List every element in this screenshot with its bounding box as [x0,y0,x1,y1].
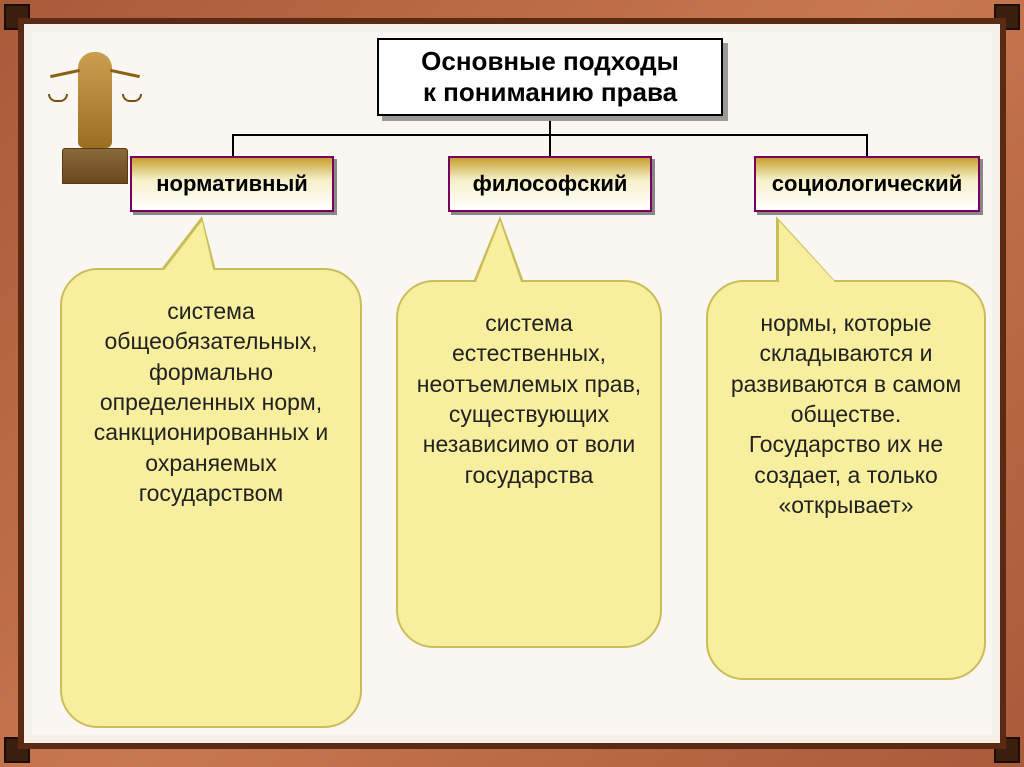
scale-pan-icon [122,94,142,102]
justice-statue-icon [40,52,150,184]
category-box-1: философский [448,156,652,212]
connector-line [549,116,551,134]
connector-line [866,134,868,156]
bubble-tail-fill [779,221,856,305]
outer-frame: Основные подходы к пониманию права норма… [0,0,1024,767]
main-title: Основные подходы к пониманию права [377,38,723,116]
bubble-tail-fill [467,221,529,305]
statue-figure [78,52,112,148]
inner-frame: Основные подходы к пониманию права норма… [18,18,1006,749]
scale-pan-icon [48,94,68,102]
slide-canvas: Основные подходы к пониманию права норма… [32,32,992,735]
category-box-2: социологический [754,156,980,212]
title-line-2: к пониманию права [423,77,677,107]
definition-bubble-0: система общеобязательных, формально опре… [60,268,362,728]
definition-bubble-2: нормы, которые складываются и развиваютс… [706,280,986,680]
statue-pedestal [62,148,128,184]
connector-line [549,134,551,156]
definition-bubble-1: система естественных, неотъемлемых прав,… [396,280,662,648]
title-line-1: Основные подходы [421,46,679,76]
connector-line [232,134,234,156]
category-box-0: нормативный [130,156,334,212]
bubble-tail-fill [145,221,219,295]
